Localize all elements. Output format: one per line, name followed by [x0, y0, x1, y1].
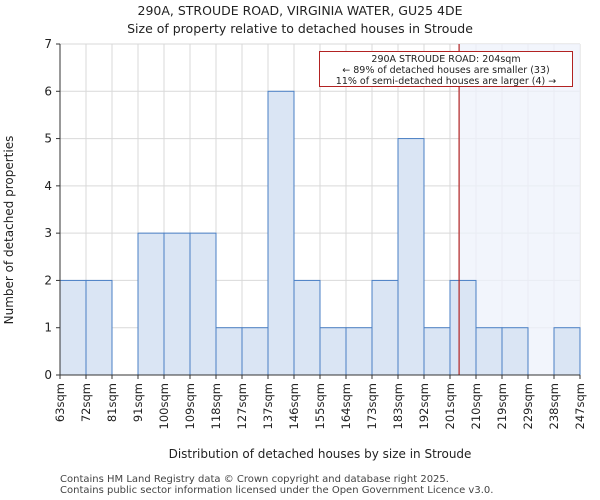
histogram-bar — [293, 279, 321, 376]
property-annotation-box: 290A STROUDE ROAD: 204sqm ← 89% of detac… — [319, 51, 573, 87]
histogram-bar — [85, 279, 113, 376]
chart-title: 290A, STROUDE ROAD, VIRGINIA WATER, GU25… — [137, 3, 463, 18]
y-tick-label: 6 — [44, 84, 52, 98]
x-tick-label: 127sqm — [235, 383, 249, 429]
histogram-bar — [423, 327, 451, 376]
histogram-bar — [449, 279, 477, 376]
histogram-bar — [319, 327, 347, 376]
y-tick-label: 3 — [44, 226, 52, 240]
y-tick-label: 1 — [44, 321, 52, 335]
y-axis-label: Number of detached properties — [2, 136, 16, 325]
y-tick-label: 2 — [44, 273, 52, 287]
x-axis-label: Distribution of detached houses by size … — [169, 447, 472, 461]
bars-layer — [59, 90, 581, 376]
histogram-bar — [59, 279, 87, 376]
x-tick-label: 201sqm — [443, 383, 457, 429]
footer-licence: Contains public sector information licen… — [60, 485, 494, 496]
y-tick-label: 5 — [44, 132, 52, 146]
x-tick-label: 219sqm — [495, 383, 509, 429]
histogram-bar — [215, 327, 243, 376]
x-tick-label: 229sqm — [521, 383, 535, 429]
highlight-region — [459, 44, 580, 375]
y-tick-label: 7 — [44, 37, 52, 51]
x-tick-label: 247sqm — [573, 383, 587, 429]
histogram-bar — [163, 232, 191, 376]
y-tick-label: 0 — [44, 368, 52, 382]
histogram-bar — [553, 327, 581, 376]
histogram-bar — [371, 279, 399, 376]
footer-copyright: Contains HM Land Registry data © Crown c… — [60, 474, 449, 485]
annotation-line-1: 290A STROUDE ROAD: 204sqm — [371, 54, 521, 65]
x-tick-label: 118sqm — [209, 383, 223, 429]
chart-subtitle: Size of property relative to detached ho… — [127, 21, 473, 36]
x-tick-label: 63sqm — [53, 383, 67, 422]
histogram-bar — [267, 90, 295, 376]
histogram-bar — [345, 327, 373, 376]
annotation-line-3: 11% of semi-detached houses are larger (… — [335, 76, 557, 87]
x-tick-label: 72sqm — [79, 383, 93, 422]
x-tick-label: 81sqm — [105, 383, 119, 422]
annotation-line-2: ← 89% of detached houses are smaller (33… — [342, 65, 550, 76]
x-tick-label: 164sqm — [339, 383, 353, 429]
x-tick-label: 100sqm — [157, 383, 171, 429]
histogram-bar — [475, 327, 503, 376]
histogram-bar — [189, 232, 217, 376]
x-tick-label: 210sqm — [469, 383, 483, 429]
histogram-bar — [241, 327, 269, 376]
x-tick-label: 192sqm — [417, 383, 431, 429]
x-tick-label: 109sqm — [183, 383, 197, 429]
x-tick-label: 155sqm — [313, 383, 327, 429]
x-tick-label: 137sqm — [261, 383, 275, 429]
x-tick-label: 183sqm — [391, 383, 405, 429]
x-tick-label: 173sqm — [365, 383, 379, 429]
histogram-bar — [137, 232, 165, 376]
y-tick-label: 4 — [44, 179, 52, 193]
histogram-bar — [397, 138, 425, 376]
x-tick-label: 91sqm — [131, 383, 145, 422]
histogram-bar — [501, 327, 529, 376]
x-tick-label: 146sqm — [287, 383, 301, 429]
x-tick-label: 238sqm — [547, 383, 561, 429]
axes-layer: 0 1 2 3 4 5 6 7 63sqm 72sqm 81sqm 91sqm 100sqm 109sqm… — [44, 37, 587, 429]
